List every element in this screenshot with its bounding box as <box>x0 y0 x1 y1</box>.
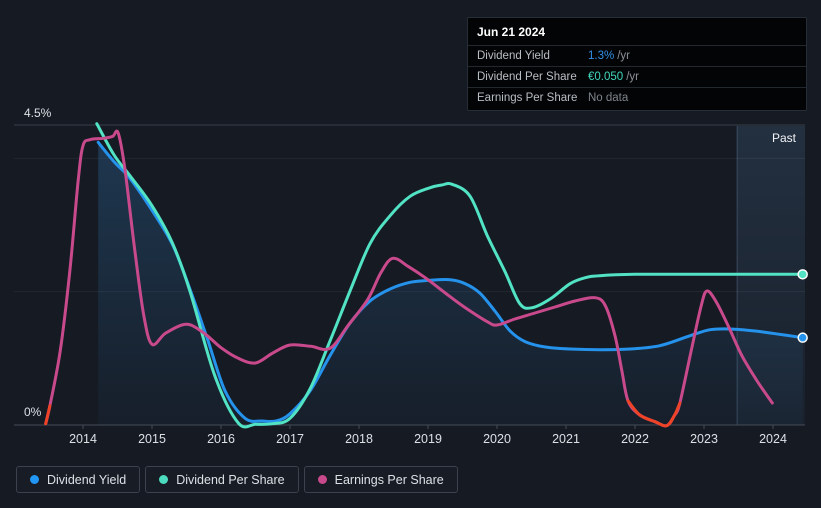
dividend-per-share-line <box>95 122 805 429</box>
x-axis-label-2015: 2015 <box>138 432 166 446</box>
legend-item-dividend-yield[interactable]: Dividend Yield <box>16 466 141 493</box>
legend-label: Earnings Per Share <box>334 472 444 487</box>
tooltip-row: Dividend Yield 1.3%/yr <box>468 45 806 66</box>
y-axis-max-label: 4.5% <box>24 106 52 120</box>
tooltip-row-unit: /yr <box>626 71 639 83</box>
earnings-per-share-negative-segment <box>626 399 682 428</box>
x-axis-label-2024: 2024 <box>759 432 787 446</box>
legend-item-earnings-per-share[interactable]: Earnings Per Share <box>303 466 458 493</box>
x-axis-label-2017: 2017 <box>276 432 304 446</box>
dividend-yield-area <box>98 142 803 426</box>
tooltip-rows: Dividend Yield 1.3%/yr Dividend Per Share €… <box>468 45 806 108</box>
tooltip-row-value: No data <box>588 92 629 104</box>
x-axis-label-2018: 2018 <box>345 432 373 446</box>
tooltip-row-value: €0.050 <box>588 71 624 83</box>
chart-legend: Dividend Yield Dividend Per Share Earnings… <box>16 466 458 493</box>
y-axis-zero-label: 0% <box>24 405 42 419</box>
x-axis-label-2016: 2016 <box>207 432 235 446</box>
x-axis-label-2021: 2021 <box>552 432 580 446</box>
tooltip-row-label: Dividend Yield <box>477 50 550 62</box>
past-region-label: Past <box>771 131 796 145</box>
legend-label: Dividend Yield <box>47 472 127 487</box>
x-axis-label-2014: 2014 <box>69 432 97 446</box>
x-axis-label-2020: 2020 <box>483 432 511 446</box>
legend-color-dot <box>30 475 39 484</box>
legend-label: Dividend Per Share <box>176 472 285 487</box>
x-axis-label-2019: 2019 <box>414 432 442 446</box>
earnings-per-share-negative-segment <box>44 404 52 426</box>
chart-tooltip: Jun 21 2024 Dividend Yield 1.3%/yr Dividen… <box>467 17 807 111</box>
dividend-yield-end-dot <box>797 332 808 343</box>
tooltip-row: Dividend Per Share €0.050/yr <box>468 66 806 87</box>
tooltip-row: Earnings Per Share No data <box>468 87 806 108</box>
x-axis-label-2022: 2022 <box>621 432 649 446</box>
legend-item-dividend-per-share[interactable]: Dividend Per Share <box>145 466 299 493</box>
tooltip-row-label: Dividend Per Share <box>477 71 577 83</box>
tooltip-row-unit: /yr <box>617 50 630 62</box>
dividend-per-share-end-dot <box>797 269 808 280</box>
legend-color-dot <box>317 475 327 484</box>
tooltip-row-value: 1.3% <box>588 50 615 62</box>
legend-color-dot <box>159 475 169 484</box>
tooltip-row-label: Earnings Per Share <box>477 92 578 104</box>
tooltip-date: Jun 21 2024 <box>477 25 546 39</box>
x-axis-label-2023: 2023 <box>690 432 718 446</box>
